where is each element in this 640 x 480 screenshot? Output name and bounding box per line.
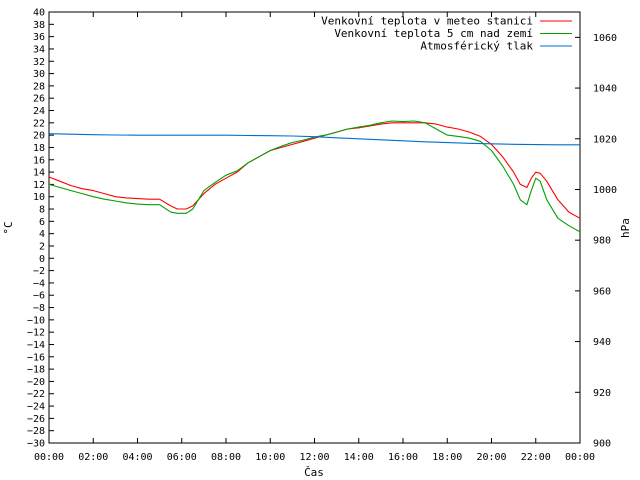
y-right-tick-label: 920 <box>593 388 611 399</box>
x-tick-label: 00:00 <box>565 452 595 463</box>
y-right-tick-label: 940 <box>593 337 611 348</box>
y-left-tick-label: 22 <box>33 118 45 129</box>
y-left-tick-label: 24 <box>33 106 45 117</box>
y-right-tick-label: 1000 <box>593 185 617 196</box>
legend: Venkovní teplota v meteo staniciVenkovní… <box>321 15 572 53</box>
y-left-tick-label: 40 <box>33 8 45 19</box>
y-left-tick-label: 26 <box>33 94 45 105</box>
x-axis: 00:00 02:00 04:00 06:00 08:00 10:00 12:00 14:00… <box>34 12 595 463</box>
y-left-tick-label: −26 <box>27 414 45 425</box>
y-left-tick-label: −14 <box>27 340 45 351</box>
x-tick-label: 20:00 <box>476 452 506 463</box>
legend-label: Venkovní teplota v meteo stanici <box>321 15 533 28</box>
y-left-tick-label: −18 <box>27 365 45 376</box>
legend-label: Atmosférický tlak <box>420 40 533 53</box>
plot-frame <box>48 11 581 444</box>
y-left-tick-label: 16 <box>33 155 45 166</box>
x-tick-label: 06:00 <box>167 452 197 463</box>
y-left-tick-label: −30 <box>27 439 45 450</box>
y-left-tick-label: 28 <box>33 81 45 92</box>
y-right-tick-label: 1040 <box>593 84 617 95</box>
y-left-tick-label: 12 <box>33 180 45 191</box>
series-line-3 <box>48 133 580 146</box>
y-left-tick-label: 36 <box>33 32 45 43</box>
y-left-tick-label: 34 <box>33 44 45 55</box>
y-right-tick-label: 900 <box>593 439 611 450</box>
x-tick-label: 00:00 <box>34 452 64 463</box>
y-left-tick-label: −24 <box>27 402 45 413</box>
x-tick-label: 22:00 <box>521 452 551 463</box>
x-tick-label: 08:00 <box>211 452 241 463</box>
y-left-tick-label: 30 <box>33 69 45 80</box>
y-left-tick-label: 10 <box>33 192 45 203</box>
x-tick-label: 02:00 <box>78 452 108 463</box>
y-axis-left-label: °C <box>2 221 15 234</box>
y-left-tick-label: −22 <box>27 389 45 400</box>
x-axis-label: Čas <box>304 466 324 479</box>
legend-label: Venkovní teplota 5 cm nad zemí <box>334 27 533 40</box>
y-left-tick-label: −12 <box>27 328 45 339</box>
series-line-2 <box>48 120 581 233</box>
left-y-axis: 4038363432302826242220181614121086420−2−… <box>27 8 54 450</box>
y-left-tick-label: −6 <box>33 291 45 302</box>
y-left-tick-label: 20 <box>33 131 45 142</box>
x-tick-label: 12:00 <box>299 452 329 463</box>
y-left-tick-label: 8 <box>39 205 45 216</box>
right-y-axis: 900 920 940 960 980 1000 1020 1040 1060 <box>575 33 617 450</box>
y-right-tick-label: 960 <box>593 286 611 297</box>
x-tick-label: 16:00 <box>388 452 418 463</box>
y-left-tick-label: 14 <box>33 168 45 179</box>
y-left-tick-label: 6 <box>39 217 45 228</box>
y-left-tick-label: −28 <box>27 426 45 437</box>
y-left-tick-label: −10 <box>27 315 45 326</box>
y-left-tick-label: −2 <box>33 266 45 277</box>
x-tick-label: 18:00 <box>432 452 462 463</box>
y-left-tick-label: −4 <box>33 278 45 289</box>
y-left-tick-label: 2 <box>39 241 45 252</box>
y-right-tick-label: 980 <box>593 236 611 247</box>
y-right-tick-label: 1020 <box>593 134 617 145</box>
y-left-tick-label: 0 <box>39 254 45 265</box>
y-left-tick-label: 18 <box>33 143 45 154</box>
x-tick-label: 10:00 <box>255 452 285 463</box>
y-left-tick-label: −8 <box>33 303 45 314</box>
series-layer <box>48 120 581 233</box>
y-right-tick-label: 1060 <box>593 33 617 44</box>
x-tick-label: 14:00 <box>344 452 374 463</box>
y-axis-right-label: hPa <box>619 218 632 238</box>
x-tick-label: 04:00 <box>122 452 152 463</box>
y-left-tick-label: 38 <box>33 20 45 31</box>
y-left-tick-label: −16 <box>27 352 45 363</box>
y-left-tick-label: −20 <box>27 377 45 388</box>
y-left-tick-label: 32 <box>33 57 45 68</box>
y-left-tick-label: 4 <box>39 229 45 240</box>
